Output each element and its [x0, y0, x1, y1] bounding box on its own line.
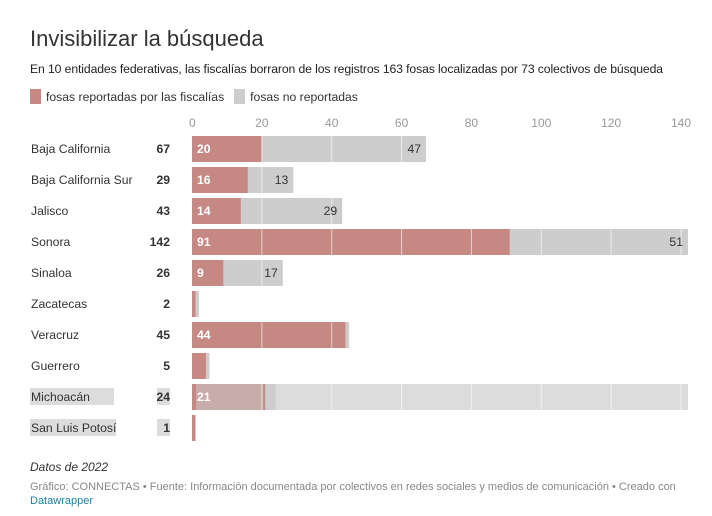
bar-unreported [205, 353, 210, 379]
bar-unreported [265, 384, 276, 410]
row-label: Zacatecas [31, 297, 87, 311]
bar-reported [192, 229, 510, 255]
bar-unreported [345, 322, 350, 348]
bar-chart: 0 20 40 60 80 100 120 140 Baja California 67 20 47… [30, 116, 691, 441]
x-tick-label: 80 [465, 116, 479, 130]
bar-reported [192, 322, 346, 348]
bar-reported [192, 415, 196, 441]
bar-unreported [240, 198, 343, 224]
value-label-unreported: 47 [407, 142, 421, 156]
bar-reported [192, 167, 248, 193]
datawrapper-link[interactable]: Datawrapper [30, 495, 93, 507]
row-total: 1 [163, 421, 170, 435]
value-label-unreported: 13 [275, 173, 289, 187]
chart-title: Invisibilizar la búsqueda [30, 26, 264, 51]
bar-unreported [261, 136, 427, 162]
legend-item-reported: fosas reportadas por las fiscalías [30, 89, 224, 104]
row-label: Baja California Sur [31, 173, 133, 187]
value-label-reported: 16 [197, 173, 211, 187]
legend-swatch-reported [30, 89, 41, 104]
chart-byline: Gráfico: CONNECTAS • Fuente: Información… [30, 480, 700, 508]
bar-selection-overlay [196, 384, 264, 410]
row-total: 43 [156, 204, 170, 218]
value-label-unreported: 17 [264, 266, 278, 280]
chart-notes: Datos de 2022 [30, 460, 109, 474]
row-total: 26 [156, 266, 170, 280]
row-label: Michoacán [31, 390, 90, 404]
bar-reported [192, 260, 224, 286]
bar-reported [192, 291, 196, 317]
value-label-reported: 9 [197, 266, 204, 280]
row-total: 24 [156, 390, 170, 404]
x-tick-label: 20 [255, 116, 269, 130]
legend: fosas reportadas por las fiscalías fosas… [30, 89, 368, 104]
bar-reported [192, 136, 262, 162]
credit-text: Gráfico: CONNECTAS • Fuente: Información… [30, 481, 676, 493]
bar-unreported [509, 229, 688, 255]
x-tick-label: 140 [671, 116, 691, 130]
row-total: 2 [163, 297, 170, 311]
row-label: Baja California [31, 142, 110, 156]
row-total: 45 [156, 328, 170, 342]
label-selection-highlight [30, 419, 116, 436]
legend-swatch-unreported [234, 89, 246, 104]
row-total: 67 [156, 142, 170, 156]
row-total: 5 [163, 359, 170, 373]
x-tick-label: 100 [531, 116, 551, 130]
bar-reported [192, 198, 241, 224]
legend-label-reported: fosas reportadas por las fiscalías [46, 89, 225, 104]
row-label: Jalisco [31, 204, 68, 218]
row-label: Veracruz [31, 328, 79, 342]
value-label-reported: 14 [197, 204, 211, 218]
x-tick-label: 120 [601, 116, 621, 130]
total-selection-highlight [157, 419, 170, 436]
value-label-unreported: 51 [669, 235, 683, 249]
row-label: Sinaloa [31, 266, 72, 280]
bar-reported [192, 353, 206, 379]
grid-layer [261, 136, 682, 441]
selection-layer [30, 384, 688, 436]
total-selection-highlight [157, 388, 170, 405]
label-selection-highlight [30, 388, 114, 405]
value-label-reported: 91 [197, 235, 211, 249]
row-labels: Baja California 67 20 47 Baja California Sur… [31, 142, 683, 435]
value-label-reported: 20 [197, 142, 211, 156]
bar-unreported [223, 260, 283, 286]
bar-unreported [195, 291, 199, 317]
x-tick-label: 0 [189, 116, 196, 130]
row-total: 29 [156, 173, 170, 187]
bars-layer [192, 136, 688, 441]
x-tick-label: 60 [395, 116, 409, 130]
value-label-reported: 21 [197, 390, 211, 404]
row-label: San Luis Potosí [31, 421, 117, 435]
row-label: Guerrero [31, 359, 80, 373]
chart-subtitle: En 10 entidades federativas, las fiscalí… [30, 62, 663, 76]
value-label-reported: 44 [197, 328, 211, 342]
x-axis: 0 20 40 60 80 100 120 140 [189, 116, 691, 130]
row-label: Sonora [31, 235, 71, 249]
row-total: 142 [150, 235, 171, 249]
legend-label-unreported: fosas no reportadas [250, 89, 358, 104]
x-tick-label: 40 [325, 116, 339, 130]
legend-item-unreported: fosas no reportadas [234, 89, 358, 104]
bar-unreported [247, 167, 294, 193]
value-label-unreported: 29 [324, 204, 338, 218]
